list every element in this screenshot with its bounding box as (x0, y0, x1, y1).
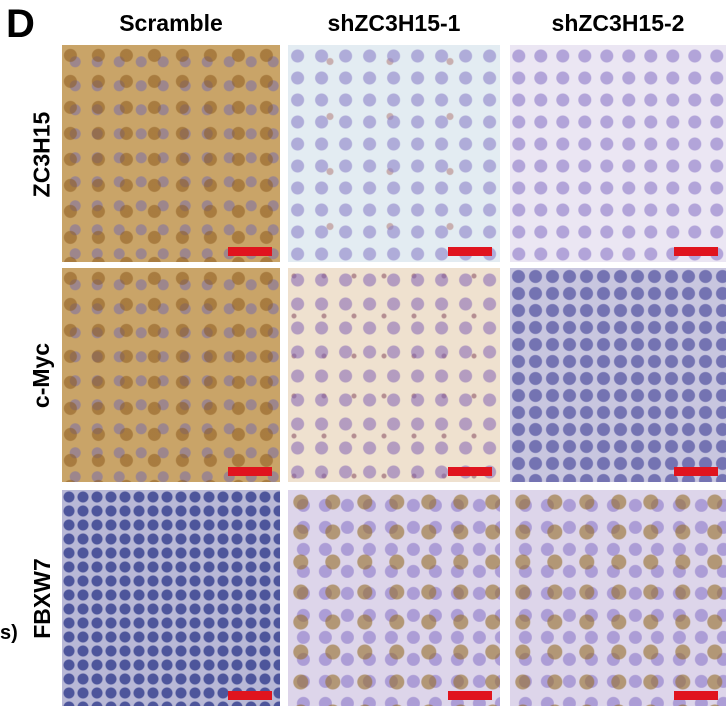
micrograph (510, 490, 726, 706)
micrograph (510, 268, 726, 482)
row-label: FBXW7 (28, 557, 55, 639)
scale-bar (228, 247, 272, 256)
micrograph (288, 268, 500, 482)
column-header: Scramble (119, 10, 223, 36)
scale-bar (674, 247, 718, 256)
micrograph (62, 490, 280, 706)
micrograph (62, 268, 280, 482)
scale-bar (674, 691, 718, 700)
micrograph (288, 45, 500, 262)
micrograph (288, 490, 500, 706)
row-header: FBXW7 (22, 498, 62, 698)
row-header: ZC3H15 (22, 54, 62, 254)
scale-bar (228, 467, 272, 476)
scale-bar (448, 467, 492, 476)
panel-label: D (6, 2, 35, 46)
row-label: ZC3H15 (28, 111, 55, 197)
column-header: shZC3H15-2 (551, 10, 685, 36)
scale-bar (448, 691, 492, 700)
row-label: c-Myc (28, 342, 55, 408)
scale-bar (228, 691, 272, 700)
row-header: c-Myc (22, 275, 62, 475)
column-header: shZC3H15-1 (327, 10, 461, 36)
micrograph (510, 45, 726, 262)
scale-bar (448, 247, 492, 256)
scale-bar (674, 467, 718, 476)
side-note: s) (0, 622, 18, 644)
micrograph (62, 45, 280, 262)
